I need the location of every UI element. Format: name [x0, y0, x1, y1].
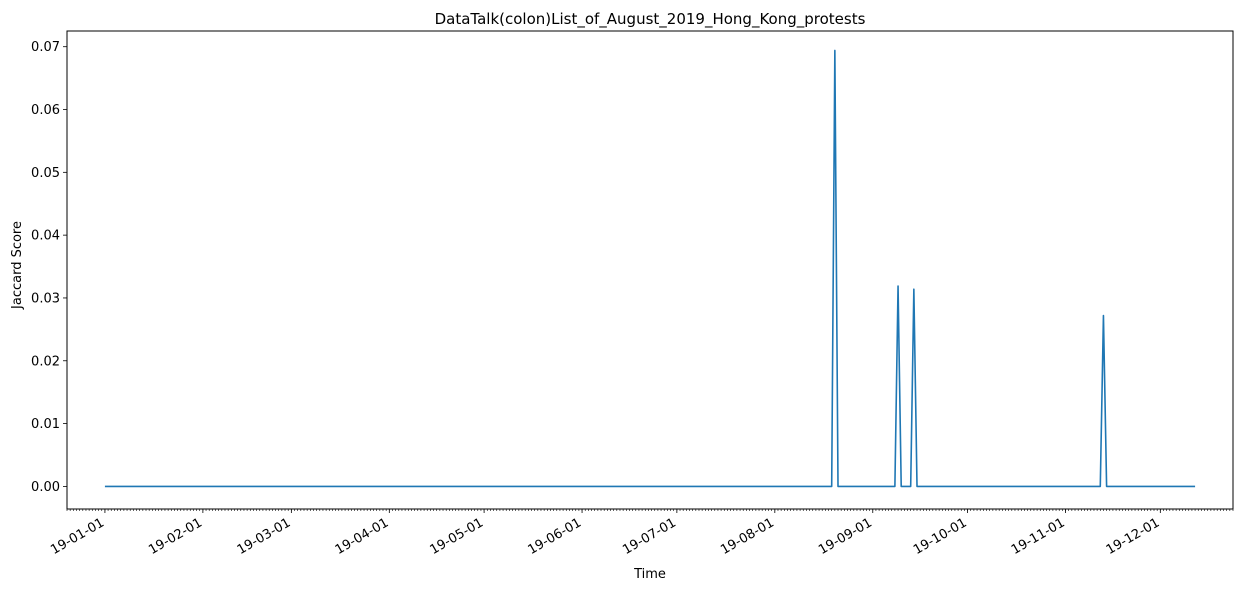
x-tick-label: 19-11-01	[1009, 515, 1068, 557]
series-layer	[104, 49, 1196, 488]
y-tick-label: 0.01	[31, 417, 60, 432]
chart-title: DataTalk(colon)List_of_August_2019_Hong_…	[435, 10, 866, 29]
y-tick-label: 0.00	[31, 480, 60, 495]
series-line	[104, 49, 1196, 488]
x-minor-ticks	[66, 509, 1234, 511]
x-tick-label: 19-10-01	[911, 515, 970, 557]
x-tick-label: 19-12-01	[1104, 515, 1163, 557]
x-tick-label: 19-03-01	[235, 515, 294, 557]
y-tick-label: 0.05	[31, 166, 60, 181]
plot-frame	[66, 30, 1234, 510]
x-tick-label: 19-04-01	[333, 515, 392, 557]
x-tick-label: 19-09-01	[816, 515, 875, 557]
x-tick-label: 19-05-01	[427, 515, 486, 557]
x-tick-label: 19-02-01	[146, 515, 205, 557]
x-tick-label: 19-06-01	[525, 515, 584, 557]
x-axis-label: Time	[633, 567, 666, 582]
y-tick-label: 0.02	[31, 354, 60, 369]
axis-ticks: 19-01-01 19-02-01 19-03-01 19-04-01 19-05-01…	[31, 40, 1234, 558]
x-tick-label: 19-01-01	[48, 515, 107, 557]
y-tick-label: 0.03	[31, 291, 60, 306]
y-tick-label: 0.06	[31, 103, 60, 118]
x-tick-label: 19-08-01	[718, 515, 777, 557]
y-tick-label: 0.07	[31, 40, 60, 55]
y-tick-label: 0.04	[31, 229, 60, 244]
x-tick-label: 19-07-01	[620, 515, 679, 557]
y-axis-label: Jaccard Score	[10, 221, 25, 310]
